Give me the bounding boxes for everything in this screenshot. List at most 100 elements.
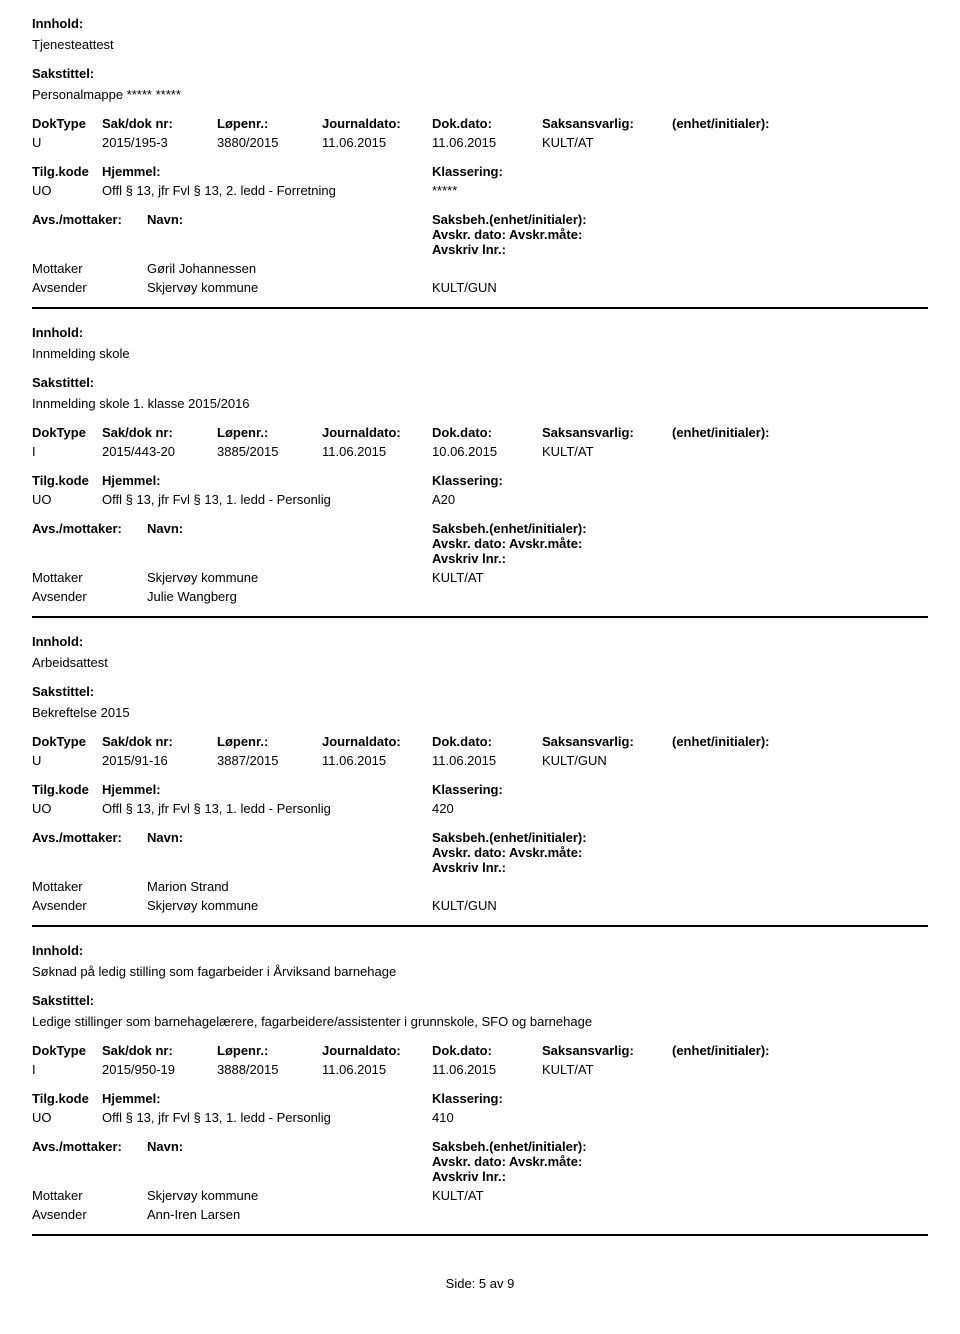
saknr-value: 2015/443-20 [102,444,217,459]
record-divider [32,1234,928,1236]
avsender-label: Avsender [32,280,147,295]
lopenr-value: 3887/2015 [217,753,322,768]
enhet-header: (enhet/initialer): [672,734,822,749]
tilgkode-value: UO [32,1110,102,1125]
sakstittel-label: Sakstittel: [32,375,928,390]
mottaker-person: Skjervøy kommune [147,570,432,585]
table-header-row: DokType Sak/dok nr: Løpenr.: Journaldato… [32,1043,928,1058]
table-data-row: I 2015/950-19 3888/2015 11.06.2015 11.06… [32,1062,928,1077]
doktype-value: I [32,444,102,459]
tilg-data-row: UO Offl § 13, jfr Fvl § 13, 1. ledd - Pe… [32,1110,928,1125]
avsender-unit: KULT/GUN [432,898,582,913]
doktype-value: I [32,1062,102,1077]
avs-header-row: Avs./mottaker: Navn: Saksbeh.(enhet/init… [32,830,928,875]
mottaker-unit [432,879,582,894]
mottaker-unit [432,261,582,276]
saknr-value: 2015/91-16 [102,753,217,768]
tilgkode-header: Tilg.kode [32,782,102,797]
mottaker-row: Mottaker Skjervøy kommune KULT/AT [32,1188,928,1203]
hjemmel-header: Hjemmel: [102,782,432,797]
tilg-header-row: Tilg.kode Hjemmel: Klassering: [32,473,928,488]
klassering-value: A20 [432,492,632,507]
hjemmel-header: Hjemmel: [102,473,432,488]
journaldato-value: 11.06.2015 [322,1062,432,1077]
sakstittel-value: Ledige stillinger som barnehagelærere, f… [32,1014,928,1029]
avsender-unit [432,1207,582,1222]
lopenr-header: Løpenr.: [217,734,322,749]
klassering-header: Klassering: [432,782,632,797]
mottaker-label: Mottaker [32,1188,147,1203]
avs-header-row: Avs./mottaker: Navn: Saksbeh.(enhet/init… [32,212,928,257]
avsender-person: Skjervøy kommune [147,898,432,913]
saknr-value: 2015/195-3 [102,135,217,150]
saksansvarlig-value: KULT/AT [542,444,672,459]
doktype-value: U [32,135,102,150]
doktype-header: DokType [32,1043,102,1058]
avsender-label: Avsender [32,1207,147,1222]
innhold-label: Innhold: [32,634,928,649]
navn-header: Navn: [147,1139,432,1184]
avsmottaker-header: Avs./mottaker: [32,521,147,566]
klassering-value: 420 [432,801,632,816]
dokdato-header: Dok.dato: [432,425,542,440]
avs-header-row: Avs./mottaker: Navn: Saksbeh.(enhet/init… [32,521,928,566]
dokdato-header: Dok.dato: [432,734,542,749]
lopenr-header: Løpenr.: [217,1043,322,1058]
avsender-row: Avsender Skjervøy kommune KULT/GUN [32,280,928,295]
mottaker-label: Mottaker [32,879,147,894]
journal-record: Innhold: Arbeidsattest Sakstittel: Bekre… [32,618,928,925]
tilg-header-row: Tilg.kode Hjemmel: Klassering: [32,782,928,797]
sakstittel-value: Innmelding skole 1. klasse 2015/2016 [32,396,928,411]
saknr-header: Sak/dok nr: [102,734,217,749]
table-header-row: DokType Sak/dok nr: Løpenr.: Journaldato… [32,425,928,440]
lopenr-value: 3885/2015 [217,444,322,459]
avsender-row: Avsender Julie Wangberg [32,589,928,604]
innhold-value: Søknad på ledig stilling som fagarbeider… [32,964,928,979]
journaldato-header: Journaldato: [322,425,432,440]
saknr-header: Sak/dok nr: [102,425,217,440]
avsender-person: Ann-Iren Larsen [147,1207,432,1222]
sakstittel-label: Sakstittel: [32,66,928,81]
journal-record: Innhold: Innmelding skole Sakstittel: In… [32,309,928,616]
sakstittel-value: Personalmappe ***** ***** [32,87,928,102]
tilgkode-value: UO [32,492,102,507]
avsender-unit [432,589,582,604]
saksansvarlig-header: Saksansvarlig: [542,1043,672,1058]
klassering-header: Klassering: [432,164,632,179]
avsmottaker-header: Avs./mottaker: [32,1139,147,1184]
saknr-value: 2015/950-19 [102,1062,217,1077]
mottaker-person: Skjervøy kommune [147,1188,432,1203]
hjemmel-value: Offl § 13, jfr Fvl § 13, 1. ledd - Perso… [102,801,432,816]
saksansvarlig-header: Saksansvarlig: [542,425,672,440]
dokdato-header: Dok.dato: [432,1043,542,1058]
navn-header: Navn: [147,212,432,257]
hjemmel-header: Hjemmel: [102,1091,432,1106]
innhold-label: Innhold: [32,943,928,958]
avsender-unit: KULT/GUN [432,280,582,295]
innhold-label: Innhold: [32,325,928,340]
mottaker-row: Mottaker Marion Strand [32,879,928,894]
saksbeh-header: Saksbeh.(enhet/initialer): Avskr. dato: … [432,1139,592,1184]
tilg-data-row: UO Offl § 13, jfr Fvl § 13, 1. ledd - Pe… [32,492,928,507]
saksansvarlig-header: Saksansvarlig: [542,116,672,131]
journaldato-value: 11.06.2015 [322,444,432,459]
enhet-header: (enhet/initialer): [672,116,822,131]
table-data-row: U 2015/91-16 3887/2015 11.06.2015 11.06.… [32,753,928,768]
klassering-value: 410 [432,1110,632,1125]
doktype-value: U [32,753,102,768]
tilg-data-row: UO Offl § 13, jfr Fvl § 13, 1. ledd - Pe… [32,801,928,816]
mottaker-person: Gøril Johannessen [147,261,432,276]
avsender-person: Skjervøy kommune [147,280,432,295]
tilg-data-row: UO Offl § 13, jfr Fvl § 13, 2. ledd - Fo… [32,183,928,198]
tilgkode-header: Tilg.kode [32,1091,102,1106]
saksbeh-header: Saksbeh.(enhet/initialer): Avskr. dato: … [432,830,592,875]
dokdato-value: 11.06.2015 [432,1062,542,1077]
journaldato-value: 11.06.2015 [322,753,432,768]
innhold-value: Tjenesteattest [32,37,928,52]
innhold-value: Innmelding skole [32,346,928,361]
mottaker-row: Mottaker Gøril Johannessen [32,261,928,276]
innhold-label: Innhold: [32,16,928,31]
avsender-row: Avsender Skjervøy kommune KULT/GUN [32,898,928,913]
journal-record: Innhold: Søknad på ledig stilling som fa… [32,927,928,1234]
table-header-row: DokType Sak/dok nr: Løpenr.: Journaldato… [32,734,928,749]
